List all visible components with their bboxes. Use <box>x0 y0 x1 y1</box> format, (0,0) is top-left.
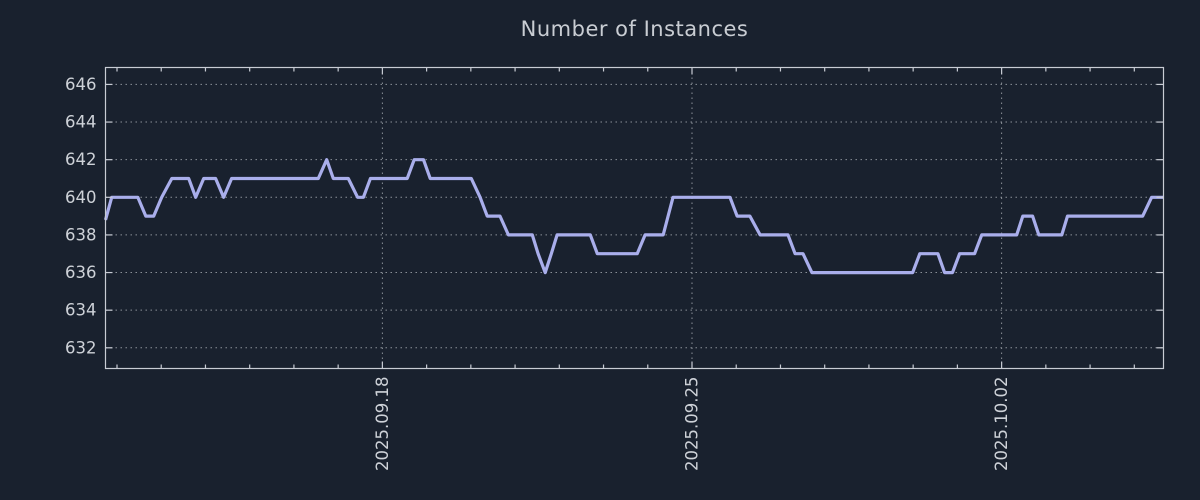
y-tick-label: 638 <box>65 225 97 244</box>
x-tick-label: 2025.09.25 <box>683 377 702 471</box>
y-tick-label: 646 <box>65 75 97 94</box>
plot-border <box>104 66 1165 370</box>
series-line-layer <box>103 158 1164 275</box>
y-tick-label: 632 <box>65 338 97 357</box>
y-tick-label: 644 <box>65 113 97 132</box>
y-tick-label: 636 <box>65 263 97 282</box>
tick-label-layer: 632 634 636 638 640 642 644 646 2025.09.18 2025.0… <box>65 75 1011 471</box>
axis-layer <box>104 66 1165 370</box>
y-tick-label: 634 <box>65 301 97 320</box>
x-tick-label: 2025.10.02 <box>992 377 1011 471</box>
y-tick-label: 640 <box>65 188 97 207</box>
grid-layer <box>105 67 1164 369</box>
series-polyline <box>103 158 1164 275</box>
chart-title: Number of Instances <box>520 17 749 41</box>
x-tick-label: 2025.09.18 <box>373 377 392 471</box>
y-tick-label: 642 <box>65 150 97 169</box>
